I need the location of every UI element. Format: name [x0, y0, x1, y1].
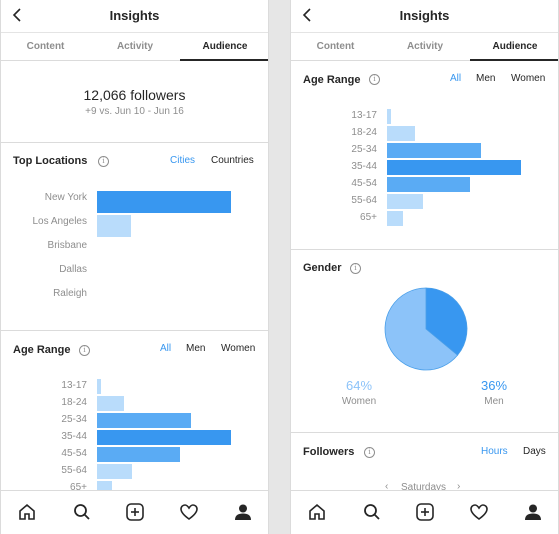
bar — [387, 143, 481, 158]
chevron-right-icon[interactable]: › — [457, 481, 461, 492]
tab-activity[interactable]: Activity — [116, 41, 154, 52]
tab-activity[interactable]: Activity — [406, 41, 444, 52]
section-title: Top Locations — [13, 155, 88, 167]
filter-men[interactable]: Men — [476, 73, 496, 84]
pie-slice-women — [384, 287, 459, 371]
category-label: 25-34 — [61, 414, 87, 425]
bottom-nav — [1, 490, 268, 534]
category-label: 45-54 — [61, 448, 87, 459]
tab-bar: Content Activity Audience — [1, 32, 268, 61]
category-label: 35-44 — [61, 431, 87, 442]
filter-hours[interactable]: Hours — [481, 446, 508, 457]
bar — [97, 396, 124, 411]
tab-content[interactable]: Content — [26, 41, 65, 52]
filter-women[interactable]: Women — [511, 73, 546, 84]
category-label: 65+ — [360, 212, 377, 223]
bar — [387, 194, 424, 209]
bar — [97, 191, 231, 213]
category-label: 18-24 — [351, 127, 377, 138]
followers-section: Followers i Hours Days ‹ Saturdays › — [291, 432, 558, 493]
profile-icon[interactable] — [233, 502, 253, 522]
category-label: 13-17 — [61, 380, 87, 391]
home-icon[interactable] — [307, 502, 327, 522]
bar — [97, 413, 191, 428]
category-label: 45-54 — [351, 178, 377, 189]
add-post-icon[interactable] — [415, 502, 435, 522]
category-label: 55-64 — [61, 465, 87, 476]
men-label: Men — [484, 396, 504, 407]
header-bar: Insights — [291, 0, 558, 32]
section-title: Age Range — [13, 344, 71, 356]
header-bar: Insights — [1, 0, 268, 32]
top-locations-section: Top Locations i Cities Countries New Yor… — [1, 142, 268, 330]
category-label: Raleigh — [53, 288, 87, 299]
search-icon[interactable] — [362, 502, 382, 522]
section-title: Followers — [303, 446, 355, 458]
filter-all[interactable]: All — [450, 73, 462, 84]
filter-men[interactable]: Men — [186, 343, 206, 354]
bottom-nav — [291, 490, 558, 534]
bar — [97, 215, 131, 237]
followers-change: +9 vs. Jun 10 - Jun 16 — [85, 106, 184, 117]
bar — [387, 211, 404, 226]
category-label: New York — [44, 192, 87, 203]
category-label: Los Angeles — [32, 216, 88, 227]
info-icon[interactable]: i — [98, 156, 109, 167]
bar — [97, 464, 132, 479]
filter-days[interactable]: Days — [523, 446, 546, 457]
category-label: 35-44 — [351, 161, 377, 172]
page-title: Insights — [399, 8, 450, 23]
info-icon[interactable]: i — [364, 447, 375, 458]
filter-countries[interactable]: Countries — [211, 155, 254, 166]
tab-content[interactable]: Content — [316, 41, 355, 52]
bar — [387, 126, 416, 141]
followers-count: 12,066 followers — [83, 87, 186, 103]
women-percent: 64% — [345, 378, 373, 393]
category-label: 18-24 — [61, 397, 87, 408]
category-label: 25-34 — [351, 144, 377, 155]
back-arrow-icon[interactable] — [301, 7, 313, 23]
section-title: Age Range — [303, 74, 361, 86]
profile-icon[interactable] — [523, 502, 543, 522]
activity-heart-icon[interactable] — [179, 502, 199, 522]
women-label: Women — [341, 396, 377, 407]
category-label: Dallas — [59, 264, 87, 275]
category-label: 55-64 — [351, 195, 377, 206]
filter-women[interactable]: Women — [221, 343, 256, 354]
category-label: 65+ — [70, 482, 87, 493]
bar — [387, 160, 521, 175]
home-icon[interactable] — [17, 502, 37, 522]
age-range-section: Age Range i All Men Women 13-17 18-24 25-3… — [1, 330, 268, 496]
info-icon[interactable]: i — [79, 345, 90, 356]
info-icon[interactable]: i — [369, 74, 380, 85]
right-insights-screen: Insights Content Activity Audience Age R… — [290, 0, 559, 534]
section-title: Gender — [303, 262, 342, 274]
filter-cities[interactable]: Cities — [170, 155, 196, 166]
back-arrow-icon[interactable] — [11, 7, 23, 23]
left-insights-screen: Insights Content Activity Audience 12,06… — [0, 0, 269, 534]
chevron-left-icon[interactable]: ‹ — [385, 481, 389, 492]
gender-pie-chart — [384, 287, 468, 371]
activity-heart-icon[interactable] — [469, 502, 489, 522]
tab-bar: Content Activity Audience — [291, 32, 558, 61]
filter-all[interactable]: All — [160, 343, 172, 354]
tab-audience[interactable]: Audience — [470, 33, 558, 61]
bar — [387, 177, 471, 192]
search-icon[interactable] — [72, 502, 92, 522]
info-icon[interactable]: i — [350, 263, 361, 274]
add-post-icon[interactable] — [125, 502, 145, 522]
bar — [97, 447, 181, 462]
page-title: Insights — [109, 8, 160, 23]
pie-slice-men — [425, 287, 468, 356]
bar — [97, 430, 231, 445]
category-label: Brisbane — [47, 240, 87, 251]
day-selector[interactable]: Saturdays — [401, 482, 447, 493]
men-percent: 36% — [480, 378, 508, 393]
bar — [97, 379, 102, 394]
gender-section: Gender i 64% Women 36% Men — [291, 249, 558, 432]
tab-audience[interactable]: Audience — [180, 33, 268, 61]
category-label: 13-17 — [351, 110, 377, 121]
bar — [387, 109, 392, 124]
age-range-section: Age Range i All Men Women 13-17 18-24 25-3… — [291, 61, 558, 249]
